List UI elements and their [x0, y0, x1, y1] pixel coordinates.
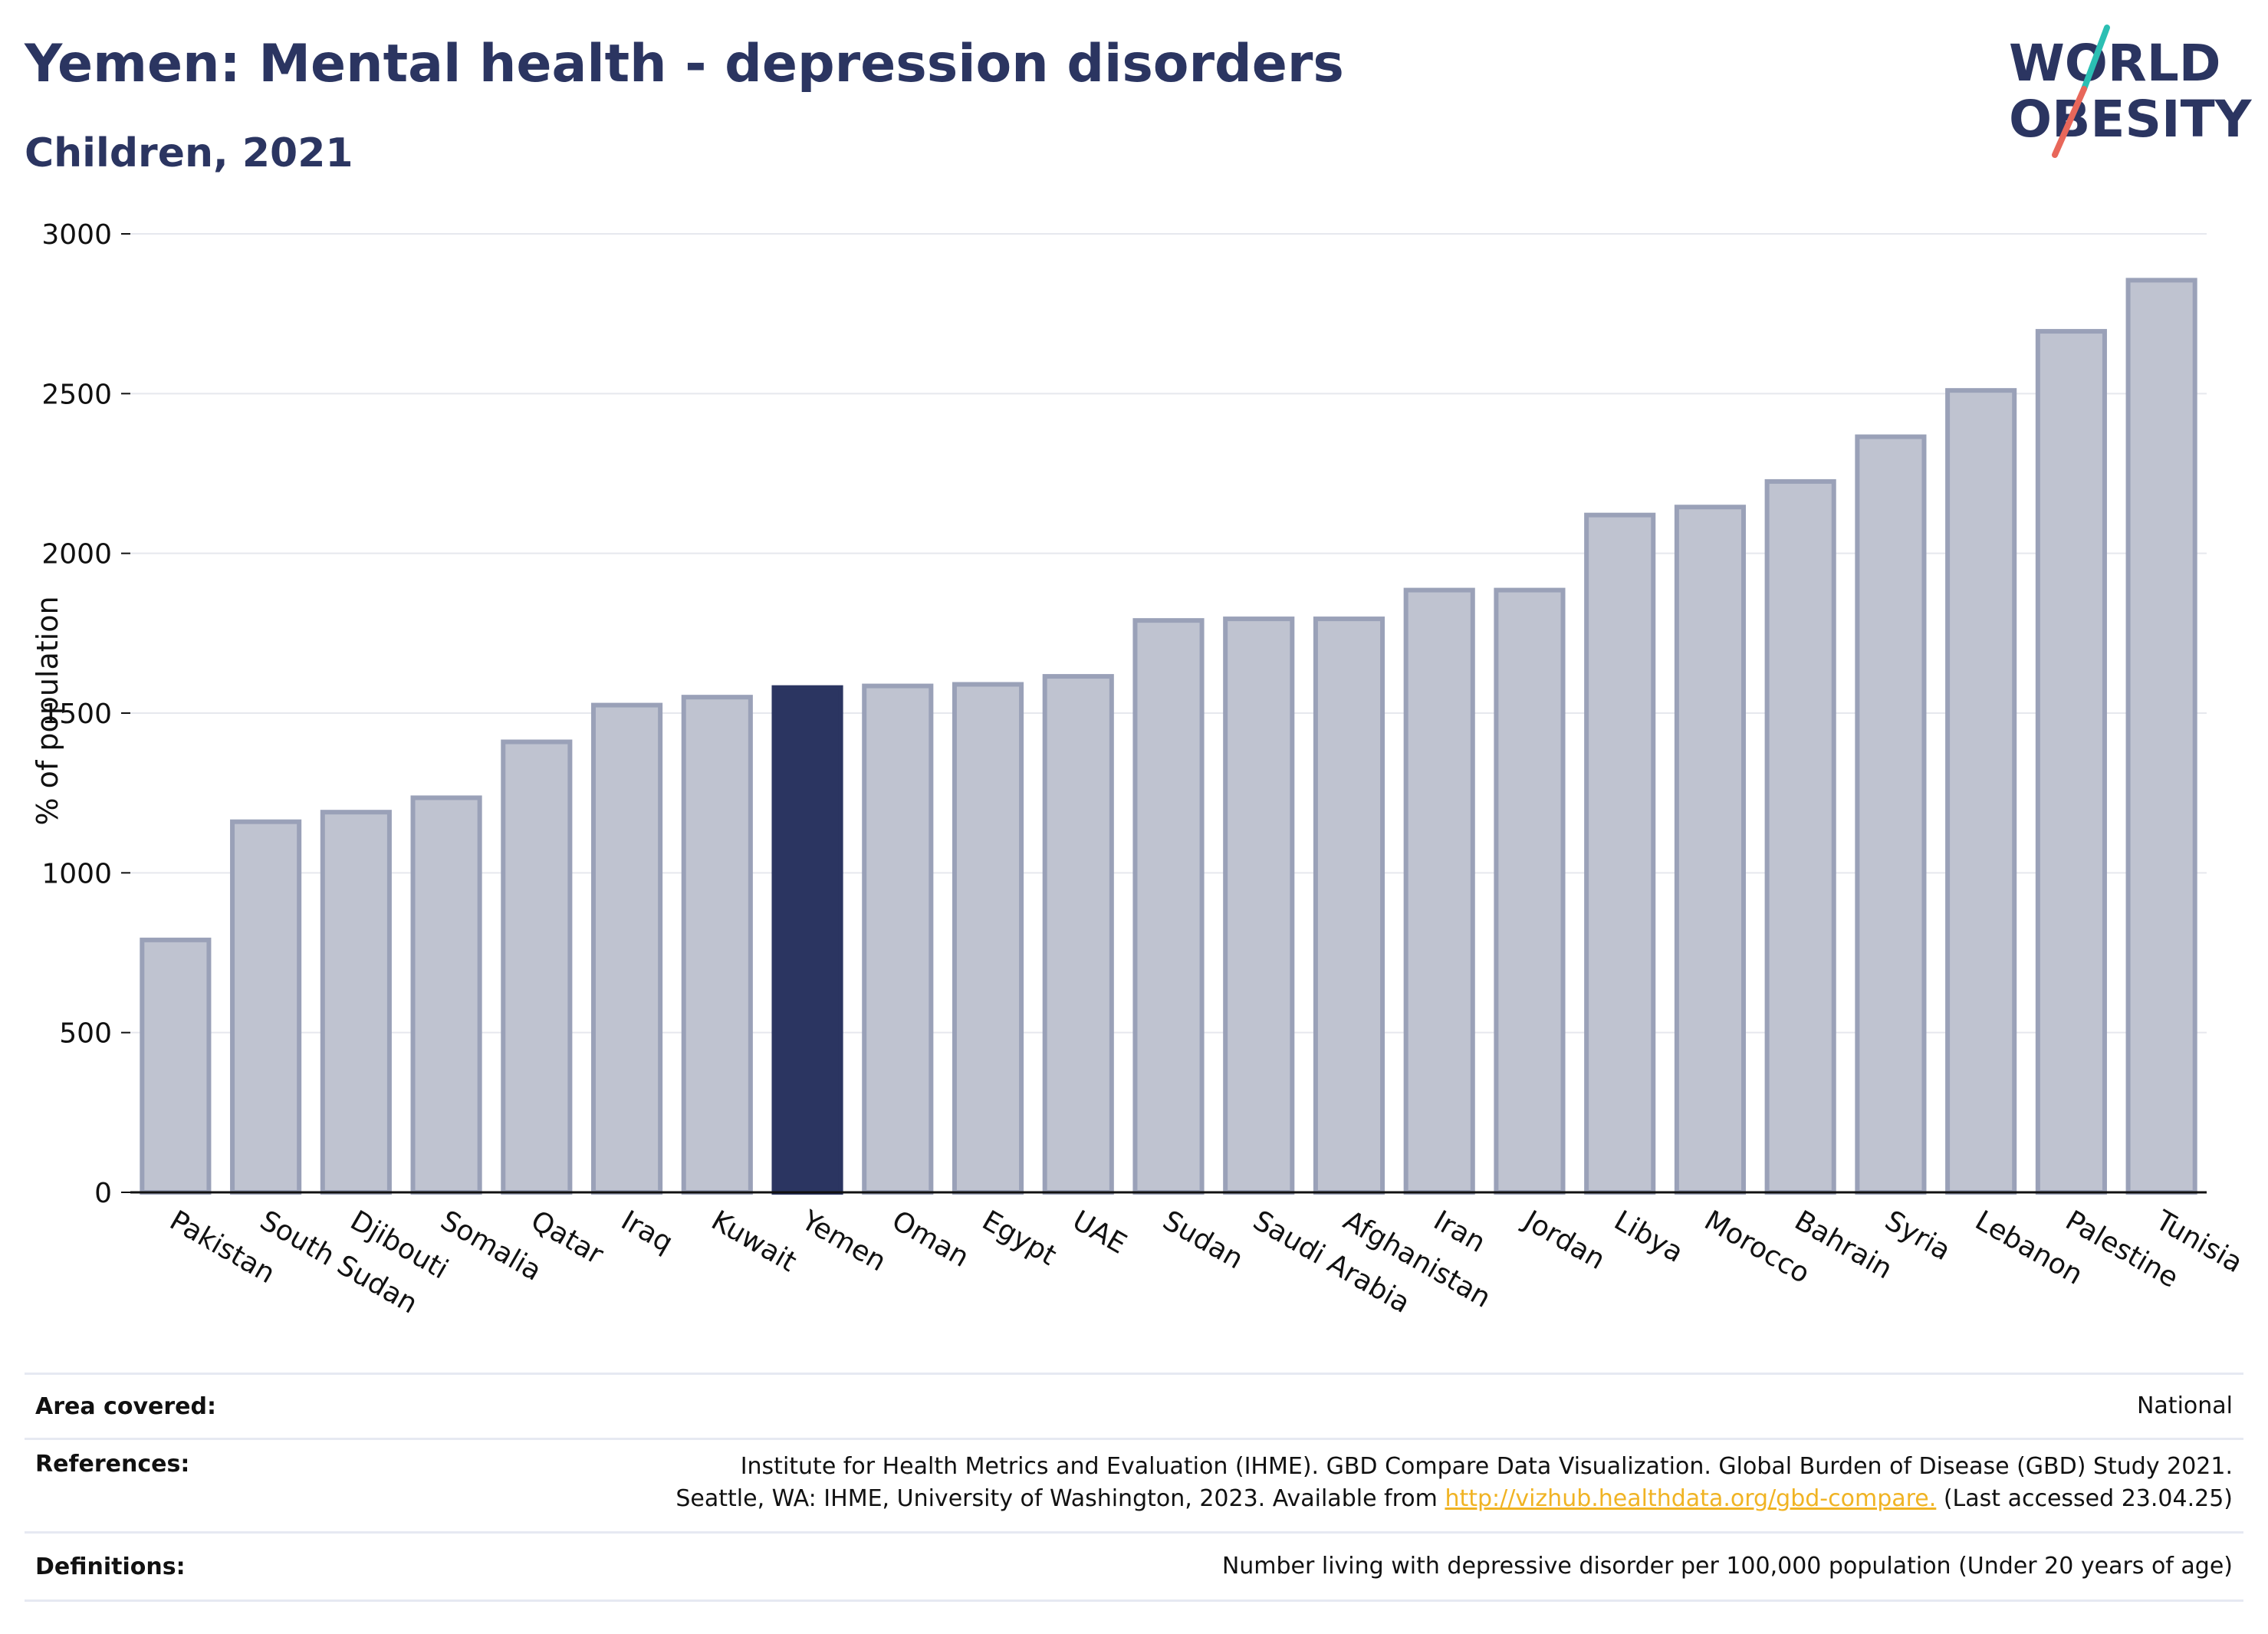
references-link[interactable]: http://vizhub.healthdata.org/gbd-compare…: [1445, 1485, 1937, 1512]
bar-syria: [1855, 434, 1927, 1195]
bar-tunisia: [2125, 278, 2197, 1195]
x-tick-label: Iran: [1428, 1205, 1491, 1259]
y-tick-label: 3000: [41, 219, 112, 251]
bar-djibouti: [320, 810, 392, 1195]
bar-iraq: [591, 702, 663, 1195]
x-tick-label: UAE: [1067, 1205, 1132, 1260]
x-tick-label: Iraq: [616, 1205, 678, 1259]
page-title: Yemen: Mental health - depression disord…: [25, 34, 1344, 94]
y-axis-ticks: 0 500 1000 1500 2000 2500 3000: [41, 219, 130, 1209]
world-obesity-logo: WORLD OBESITY: [2009, 25, 2253, 158]
y-tick-label: 1500: [41, 699, 112, 730]
references-value: Institute for Health Metrics and Evaluat…: [675, 1451, 2243, 1515]
x-tick-label: Saudi Arabia: [1247, 1205, 1415, 1320]
x-tick-label: Somalia: [436, 1205, 547, 1287]
bar-afghanistan: [1313, 616, 1385, 1195]
y-axis-label: % of population: [31, 596, 64, 825]
x-tick-label: Sudan: [1158, 1205, 1249, 1275]
bar-morocco: [1674, 505, 1746, 1195]
y-tick-label: 2500: [41, 379, 112, 410]
references-label: References:: [35, 1451, 190, 1478]
logo-text-world: WORLD: [2009, 34, 2221, 93]
bar-palestine: [2035, 329, 2107, 1195]
info-row-area: Area covered: National: [25, 1373, 2243, 1438]
x-tick-label: Yemen: [796, 1205, 892, 1278]
bar-kuwait: [681, 695, 753, 1195]
info-table: Area covered: National References: Insti…: [25, 1373, 2243, 1602]
bar-sudan: [1132, 618, 1205, 1195]
bar-lebanon: [1945, 388, 2017, 1195]
x-tick-label: Jordan: [1517, 1204, 1610, 1276]
definitions-value: Number living with depressive disorder p…: [1221, 1553, 2233, 1580]
definitions-label: Definitions:: [35, 1553, 186, 1580]
x-tick-label: Oman: [886, 1205, 974, 1274]
bar-bahrain: [1764, 478, 1836, 1195]
area-covered-label: Area covered:: [35, 1392, 216, 1420]
references-line-1: Institute for Health Metrics and Evaluat…: [740, 1453, 2233, 1480]
y-tick-label: 2000: [41, 539, 112, 570]
logo-text-obesity: OBESITY: [2009, 90, 2253, 149]
references-line-2: Seattle, WA: IHME, University of Washing…: [675, 1485, 1438, 1512]
y-tick-label: 0: [94, 1178, 112, 1209]
logo-slash-bottom: [2052, 86, 2087, 158]
bar-qatar: [501, 739, 573, 1195]
info-row-definitions: Definitions: Number living with depressi…: [25, 1531, 2243, 1602]
bar-yemen: [771, 685, 843, 1195]
page-subtitle: Children, 2021: [25, 130, 353, 176]
x-tick-label: Kuwait: [706, 1205, 802, 1278]
info-row-references: References: Institute for Health Metrics…: [25, 1438, 2243, 1531]
bar-libya: [1584, 512, 1656, 1195]
bar-saudi-arabia: [1223, 616, 1295, 1195]
bar-uae: [1042, 674, 1114, 1195]
references-suffix: (Last accessed 23.04.25): [1943, 1485, 2233, 1512]
x-tick-label: Egypt: [977, 1205, 1061, 1271]
bar-jordan: [1494, 587, 1566, 1195]
chart-bars: [140, 278, 2197, 1195]
bar-pakistan: [140, 937, 212, 1195]
area-covered-value: National: [2136, 1392, 2233, 1419]
x-tick-label: Libya: [1609, 1205, 1688, 1269]
bar-iran: [1403, 587, 1475, 1195]
bar-south-sudan: [230, 819, 302, 1195]
logo-slash-top: [2081, 25, 2110, 92]
y-tick-label: 500: [59, 1018, 112, 1050]
bar-somalia: [410, 795, 482, 1195]
bar-egypt: [952, 682, 1024, 1195]
bar-oman: [862, 683, 934, 1195]
y-tick-label: 1000: [41, 858, 112, 889]
